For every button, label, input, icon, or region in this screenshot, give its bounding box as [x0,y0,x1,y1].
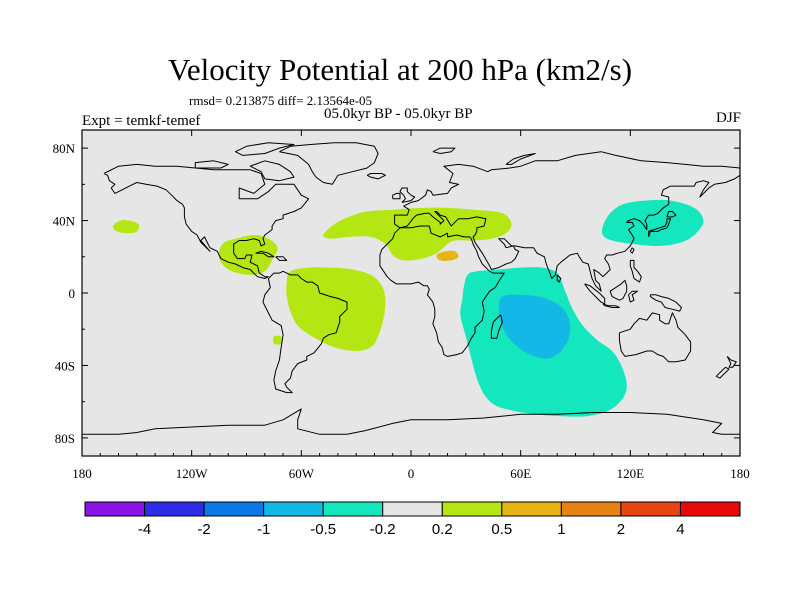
colorbar: -4 -2 -1 -0.5 -0.2 0.2 0.5 1 2 4 [84,501,741,538]
period-label: 05.0kyr BP - 05.0kyr BP [324,106,473,122]
coastline-layer [82,142,740,435]
colorbar-level-label: -0.5 [310,521,336,538]
coastline-africa [379,225,505,357]
contour-region-eastern-mediterranean-positive [436,250,459,261]
coastline-great-britain [399,187,416,203]
colorbar-swatch [203,501,265,517]
coastline-south-america [262,270,348,394]
coastline-new-zealand [726,356,737,368]
season-label: DJF [715,110,741,126]
coastline-greenland [279,142,379,185]
x-tick-label: 180 [72,466,92,481]
colorbar-level-label: 4 [676,521,684,538]
coastline-australia [618,312,692,363]
colorbar-swatch [620,501,681,517]
colorbar-level-label: -1 [257,521,270,538]
y-tick-label: 80N [53,141,76,156]
y-tick-label: 0 [69,286,76,301]
coastline-victoria-island [194,160,229,169]
colorbar-swatch [84,501,146,517]
contour-region-northwest-pacific-negative [601,199,704,246]
stats-label: rmsd= 0.213875 diff= 2.13564e-05 [189,93,373,108]
coastline-ireland [392,192,401,200]
x-tick-label: 120W [176,466,209,481]
coastline-sulawesi [628,290,639,303]
coastline-japan [648,218,671,238]
contour-region-north-atlantic-eurasia-positive [323,207,512,261]
coastline-novaya-zemlya [505,153,536,165]
colorbar-swatch [679,501,741,517]
colorbar-level-label: -4 [138,521,151,538]
coastline-borneo [609,279,628,301]
coastline-new-guinea [649,294,682,312]
coastline-baffin-island [249,160,295,182]
colorbar-level-label: 0.5 [491,521,512,538]
colorbar-swatch [441,501,503,517]
colorbar-swatch [382,501,443,517]
map-background-layer [82,130,740,456]
coastline-hispaniola [275,256,288,261]
coastline-cuba [255,250,275,258]
axis-tick-layer: 180 120W 60W 0 60E 120E 180 80N 40N 0 40S 80S [53,130,750,481]
colorbar-level-label: 0.2 [432,521,453,538]
x-tick-label: 60E [510,466,531,481]
coastline-svalbard [432,147,456,154]
x-tick-label: 180 [730,466,750,481]
colorbar-level-label: -0.2 [370,521,396,538]
colorbar-swatch [501,501,562,517]
colorbar-swatch [144,501,205,517]
coastline-north-america [103,163,310,279]
coastline-java [602,303,620,308]
coastline-taiwan [629,247,635,254]
map-background [82,130,740,456]
coastline-new-zealand-south [715,366,730,379]
coastline-madagascar [490,314,503,339]
colorbar-swatch [322,501,384,517]
x-tick-label: 60W [289,466,315,481]
y-tick-label: 80S [55,431,75,446]
coastline-eurasia [394,151,740,225]
x-tick-label: 0 [408,466,415,481]
coastline-hokkaido [666,211,677,218]
contour-region-central-pacific-positive [112,219,140,234]
contour-region-small-south-america-positive [273,335,283,345]
y-tick-label: 40N [53,214,76,229]
colorbar-level-label: 1 [557,521,565,538]
colorbar-swatch [560,501,622,517]
coastline-sri-lanka [556,274,562,283]
experiment-label: Expt = temkf-temef [82,113,201,129]
coastline-asia-south-east [394,174,740,292]
colorbar-swatch [263,501,324,517]
colorbar-level-label: 2 [617,521,625,538]
contour-region-indian-ocean-core-negative [498,294,571,359]
coastline-sumatra [584,283,606,305]
colorbar-level-label: -2 [197,521,210,538]
y-tick-label: 40S [55,358,75,373]
coastline-ellesmere-island [235,142,295,156]
x-tick-label: 120E [617,466,645,481]
coastline-iceland [366,173,386,180]
figure-title: Velocity Potential at 200 hPa (km2/s) [167,52,633,87]
contour-region-south-america-atlantic-positive [286,267,386,351]
coastline-philippines [629,259,642,283]
coastline-antarctica [82,408,740,435]
